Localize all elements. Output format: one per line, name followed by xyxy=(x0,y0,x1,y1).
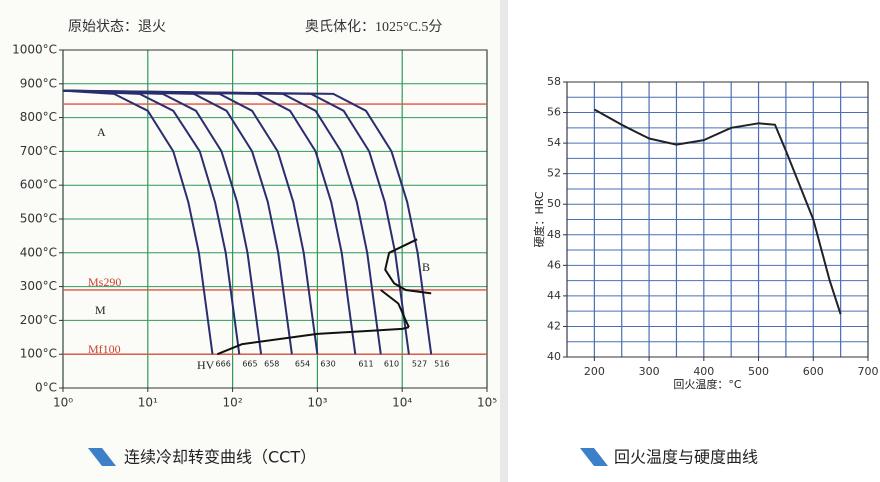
y-tick-label: 100°C xyxy=(20,347,57,361)
x-tick-label: 10⁰ xyxy=(53,396,73,410)
x-axis-label: 回火温度：°C xyxy=(673,377,741,391)
x-tick-label: 200 xyxy=(584,365,605,378)
curve xyxy=(62,89,433,355)
y-tick-label: 200°C xyxy=(20,313,57,327)
caption: 连续冷却转变曲线（CCT） xyxy=(124,448,316,467)
y-tick-label: 44 xyxy=(547,289,561,302)
curve xyxy=(216,326,410,356)
annotation: Ms290 xyxy=(88,275,121,289)
x-tick-label: 10⁴ xyxy=(392,396,412,410)
x-tick-label: 10⁵ xyxy=(477,396,497,410)
x-tick-label: 10³ xyxy=(307,396,327,410)
annotation: HV xyxy=(197,358,215,372)
y-axis-label: 硬度：HRC xyxy=(532,191,546,247)
curve xyxy=(62,89,214,355)
x-tick-label: 10² xyxy=(223,396,243,410)
right-panel xyxy=(508,0,880,482)
header: 奥氏体化：1025°C.5分 xyxy=(305,18,442,35)
y-tick-label: 50 xyxy=(547,197,561,210)
y-tick-label: 400°C xyxy=(20,245,57,259)
x-tick-label: 500 xyxy=(748,365,769,378)
y-tick-label: 700°C xyxy=(20,144,57,158)
annotation: A xyxy=(97,125,106,139)
hardness-label: 610 xyxy=(384,360,399,369)
hardness-label: 654 xyxy=(295,360,310,369)
y-tick-label: 900°C xyxy=(20,76,57,90)
caption-mark xyxy=(88,448,116,466)
y-tick-label: 58 xyxy=(547,75,561,88)
x-tick-label: 400 xyxy=(693,365,714,378)
y-tick-label: 800°C xyxy=(20,110,57,124)
x-tick-label: 700 xyxy=(858,365,879,378)
annotation: Mf100 xyxy=(88,342,121,356)
annotation: B xyxy=(422,260,430,274)
y-tick-label: 42 xyxy=(547,319,561,332)
curve xyxy=(593,108,842,315)
y-tick-label: 300°C xyxy=(20,279,57,293)
y-tick-label: 500°C xyxy=(20,212,57,226)
hardness-label: 516 xyxy=(434,360,449,369)
left-panel xyxy=(0,0,500,482)
y-tick-label: 600°C xyxy=(20,178,57,192)
y-tick-label: 54 xyxy=(547,136,561,149)
plot-frame xyxy=(566,81,869,358)
x-tick-label: 10¹ xyxy=(138,396,158,410)
caption-mark xyxy=(580,448,608,466)
y-tick-label: 46 xyxy=(547,258,561,271)
hardness-label: 665 xyxy=(242,360,257,369)
annotation: M xyxy=(95,303,106,317)
hardness-label: 527 xyxy=(412,360,427,369)
hardness-label: 611 xyxy=(358,360,373,369)
hardness-label: 658 xyxy=(264,360,279,369)
curve xyxy=(380,289,410,328)
y-tick-label: 0°C xyxy=(35,381,57,395)
y-tick-label: 40 xyxy=(547,350,561,363)
x-tick-label: 300 xyxy=(639,365,660,378)
y-tick-label: 1000°C xyxy=(12,43,57,57)
hardness-label: 630 xyxy=(320,360,335,369)
y-tick-label: 52 xyxy=(547,167,561,180)
hardness-label: 666 xyxy=(216,360,231,369)
y-tick-label: 56 xyxy=(547,106,561,119)
curve xyxy=(384,238,432,295)
x-tick-label: 600 xyxy=(803,365,824,378)
divider xyxy=(500,0,508,482)
caption: 回火温度与硬度曲线 xyxy=(614,448,758,467)
y-tick-label: 48 xyxy=(547,228,561,241)
header: 原始状态：退火 xyxy=(68,19,166,35)
